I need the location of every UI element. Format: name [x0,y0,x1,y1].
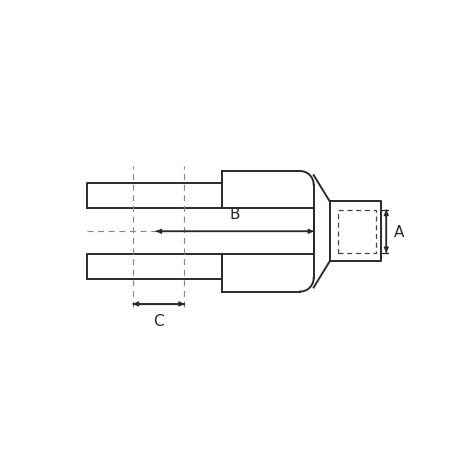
Text: A: A [393,224,403,239]
Text: B: B [229,207,240,222]
Text: C: C [153,313,164,328]
